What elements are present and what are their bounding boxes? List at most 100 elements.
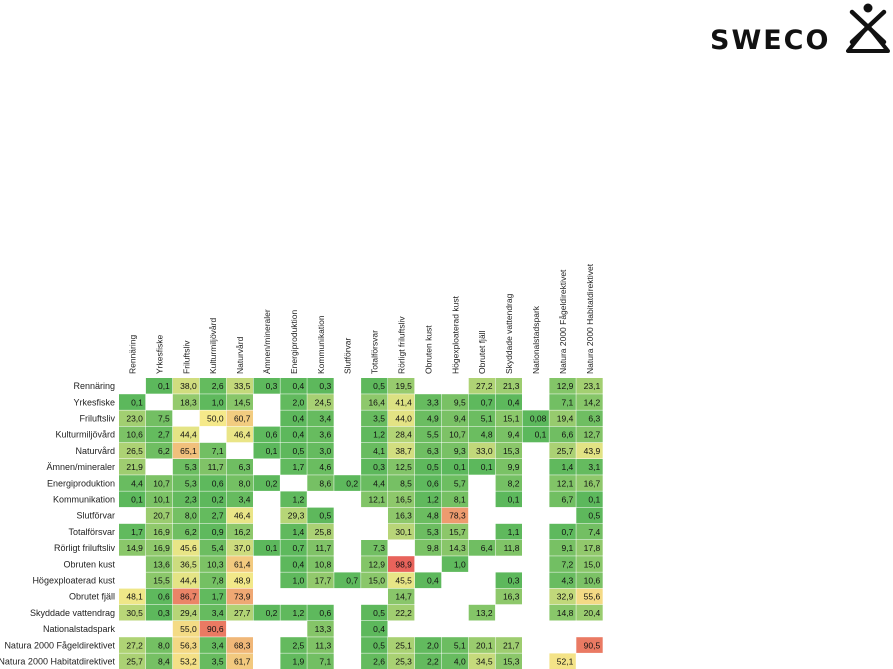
cell-value: 0,6 <box>266 430 278 440</box>
cell-value: 9,9 <box>508 462 520 472</box>
heatmap-cell <box>280 410 307 427</box>
column-label: Totalförsvar <box>370 330 380 374</box>
cell-value: 11,3 <box>315 640 331 650</box>
cell-value: 73,9 <box>234 592 251 602</box>
cell-value: 16,4 <box>368 397 385 407</box>
heatmap-cell <box>226 653 253 669</box>
heatmap-cell <box>522 410 549 427</box>
heatmap-cell <box>307 426 334 443</box>
cell-value: 13,6 <box>153 559 170 569</box>
heatmap-cell <box>280 426 307 443</box>
cell-value: 15,1 <box>503 414 520 424</box>
cell-value: 4,0 <box>454 657 466 667</box>
row-label: Skyddade vattendrag <box>30 608 115 618</box>
heatmap-cell <box>307 604 334 621</box>
cell-value: 16,3 <box>395 511 412 521</box>
heatmap-cell <box>199 442 227 459</box>
cell-value: 19,4 <box>557 414 574 424</box>
heatmap-cell <box>495 442 522 459</box>
heatmap-cell <box>280 572 307 589</box>
cell-value: 17,8 <box>584 543 601 553</box>
heatmap-cell <box>549 491 576 508</box>
cell-value: 24,5 <box>315 397 332 407</box>
cell-value: 15,5 <box>153 576 170 586</box>
column-label: Kulturmiljövård <box>208 318 218 374</box>
heatmap-cell <box>199 653 227 669</box>
heatmap-cell <box>468 540 496 556</box>
heatmap-cell <box>145 588 173 605</box>
heatmap-cell <box>414 475 442 491</box>
heatmap-cell <box>361 491 388 508</box>
column-label: Naturvård <box>235 336 245 374</box>
heatmap-cell <box>361 475 388 491</box>
heatmap-cell <box>495 459 522 475</box>
row-label: Slutförvar <box>76 511 115 521</box>
row-label: Rörligt friluftsliv <box>54 543 116 553</box>
cell-value: 19,5 <box>395 381 412 391</box>
cell-value: 23,0 <box>126 414 143 424</box>
heatmap-cell <box>388 556 415 572</box>
cell-value: 3,6 <box>319 430 331 440</box>
row-label: Obrutet fjäll <box>69 592 115 602</box>
cell-value: 55,6 <box>584 592 601 602</box>
cell-value: 0,1 <box>266 543 278 553</box>
cell-value: 15,3 <box>503 446 520 456</box>
cell-value: 1,2 <box>373 430 385 440</box>
cell-value: 52,1 <box>557 657 574 667</box>
heatmap-cell <box>361 637 388 653</box>
heatmap-cell <box>119 540 146 556</box>
heatmap-cell <box>226 394 253 410</box>
cell-value: 14,5 <box>234 397 251 407</box>
heatmap-cell <box>172 540 200 556</box>
heatmap-cell <box>414 491 442 508</box>
cell-value: 11,7 <box>208 462 224 472</box>
cell-value: 11,7 <box>315 543 331 553</box>
cell-value: 4,6 <box>319 462 331 472</box>
column-label: Rennäring <box>127 335 137 374</box>
cell-value: 30,1 <box>395 527 412 537</box>
cell-value: 10,6 <box>126 430 143 440</box>
cell-value: 27,2 <box>476 381 493 391</box>
cell-value: 12,1 <box>557 478 574 488</box>
cell-value: 6,4 <box>481 543 493 553</box>
cell-value: 56,3 <box>180 640 197 650</box>
cell-value: 2,3 <box>185 495 197 505</box>
heatmap-cell <box>199 475 227 491</box>
cell-value: 14,2 <box>584 397 601 407</box>
heatmap-cell <box>172 378 200 394</box>
cell-value: 1,7 <box>131 527 143 537</box>
heatmap-cell <box>307 621 334 637</box>
cell-value: 0,2 <box>212 495 224 505</box>
heatmap-cell <box>549 653 576 669</box>
cell-value: 1,4 <box>561 462 573 472</box>
heatmap-cell <box>549 572 576 589</box>
cell-value: 0,1 <box>266 446 278 456</box>
heatmap-cell <box>414 540 442 556</box>
heatmap-cell <box>307 653 334 669</box>
heatmap-cell <box>226 410 253 427</box>
row-label: Kulturmiljövård <box>55 430 115 440</box>
cell-value: 1,7 <box>212 592 224 602</box>
heatmap-cell <box>226 572 253 589</box>
cell-value: 13,2 <box>476 608 493 618</box>
row-label: Nationalstadspark <box>43 624 116 634</box>
cell-value: 14,8 <box>557 608 574 618</box>
heatmap-cell <box>576 410 603 427</box>
heatmap-cell <box>361 653 388 669</box>
cell-value: 1,2 <box>427 495 439 505</box>
cell-value: 1,7 <box>292 462 304 472</box>
cell-value: 9,4 <box>454 414 466 424</box>
heatmap-cell <box>253 475 280 491</box>
sweco-person-icon <box>846 3 890 53</box>
heatmap-cell <box>361 442 388 459</box>
cell-value: 16,7 <box>584 478 601 488</box>
heatmap-cell <box>226 475 253 491</box>
cell-value: 2,6 <box>212 381 224 391</box>
heatmap-cell <box>549 523 576 540</box>
heatmap-cell <box>441 459 469 475</box>
cell-value: 4,8 <box>427 511 439 521</box>
heatmap-cell <box>119 588 146 605</box>
cell-value: 4,4 <box>373 478 385 488</box>
cell-value: 6,3 <box>588 414 600 424</box>
heatmap-cell <box>414 426 442 443</box>
